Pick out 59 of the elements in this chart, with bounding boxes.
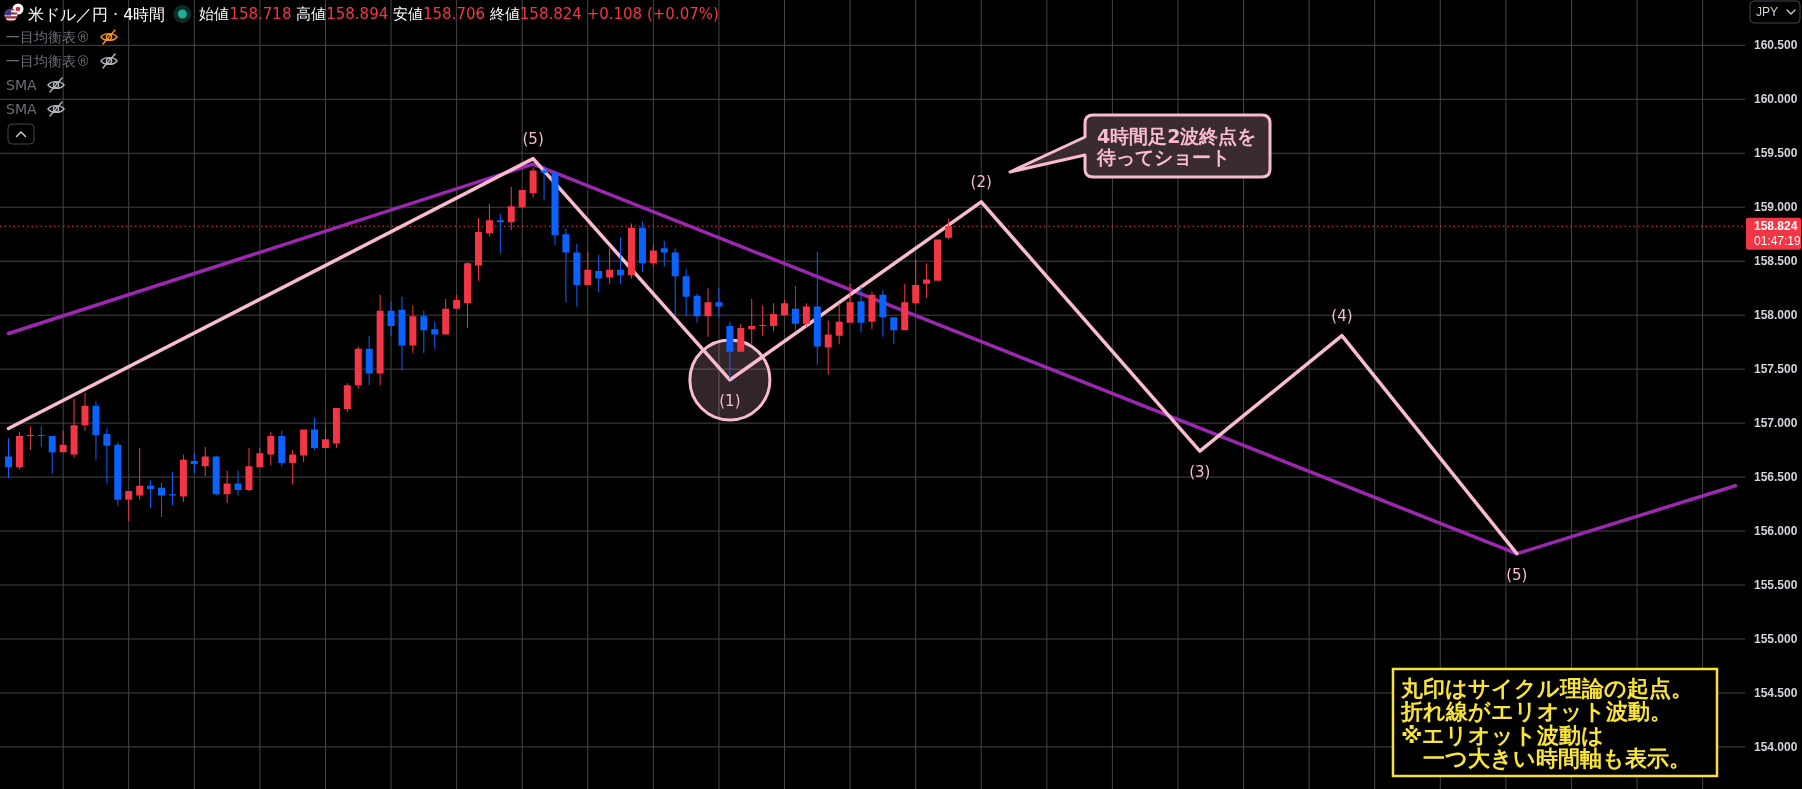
candlestick xyxy=(944,218,952,239)
annotation: 4時間足2波終点を待ってショート xyxy=(1096,125,1257,168)
y-tick-label: 157.500 xyxy=(1754,362,1798,377)
candlestick xyxy=(704,288,712,337)
candlestick xyxy=(190,453,198,473)
annotation: (1) xyxy=(719,391,741,410)
annotation: (2) xyxy=(970,172,992,191)
annotation: (5) xyxy=(1506,565,1528,584)
candlestick xyxy=(147,480,155,509)
annotation: (5) xyxy=(522,129,544,148)
y-tick-label: 158.500 xyxy=(1754,254,1798,269)
candlestick xyxy=(715,288,723,318)
candlestick xyxy=(37,426,45,447)
candlestick xyxy=(289,450,297,485)
candlestick xyxy=(431,321,439,349)
chart-title: 米ドル／円 · 4時間 xyxy=(28,4,166,24)
candlestick xyxy=(125,491,133,522)
candlestick xyxy=(748,298,756,345)
candlestick xyxy=(759,305,767,336)
y-tick-label: 157.000 xyxy=(1754,416,1798,431)
candlestick xyxy=(682,268,690,317)
candlestick xyxy=(923,263,931,298)
y-tick-label: 160.500 xyxy=(1754,38,1798,53)
y-tick-label: 159.500 xyxy=(1754,146,1798,161)
y-tick-label: 156.500 xyxy=(1754,470,1798,485)
y-tick-label: 159.000 xyxy=(1754,200,1798,215)
candlestick xyxy=(824,320,832,375)
candlestick xyxy=(835,303,843,345)
annotation: 一目均衡表® xyxy=(6,29,90,45)
y-axis-title: JPY xyxy=(1756,5,1779,19)
candlestick xyxy=(660,240,668,267)
y-tick-label: 156.000 xyxy=(1754,524,1798,539)
candlestick xyxy=(770,303,778,332)
candlestick xyxy=(617,237,625,284)
annotation: 一目均衡表® xyxy=(6,53,90,69)
annotation: (3) xyxy=(1189,463,1211,482)
candlestick xyxy=(321,427,329,448)
annotation: 丸印はサイクル理論の起点。折れ線がエリオット波動。※エリオット波動は一つ大きい時間軸も表示。 xyxy=(1400,675,1693,771)
candlestick xyxy=(846,283,854,323)
candlestick xyxy=(453,294,461,309)
candlestick xyxy=(496,213,504,254)
y-tick-label: 160.000 xyxy=(1754,92,1798,107)
ref-line-label: 158.824 01:47:19 xyxy=(1754,219,1802,249)
y-tick-label: 155.500 xyxy=(1754,578,1798,592)
candlestick xyxy=(168,471,176,506)
annotation: SMA xyxy=(6,101,37,117)
annotation: (4) xyxy=(1331,306,1353,325)
candlestick xyxy=(420,310,428,353)
y-tick-label: 154.000 xyxy=(1754,739,1798,754)
y-tick-label: 158.000 xyxy=(1754,308,1798,323)
annotation: SMA xyxy=(6,77,37,93)
candlestick xyxy=(103,428,111,484)
candlestick xyxy=(857,287,865,333)
text: 始値158.718 高値158.894 安値158.706 終値158.824 +0.108 (+0.07%) xyxy=(199,5,719,23)
candlestick xyxy=(562,228,570,303)
candlestick xyxy=(26,426,34,451)
candlestick xyxy=(540,165,548,200)
y-tick-label: 154.500 xyxy=(1754,685,1798,700)
y-tick-label: 155.000 xyxy=(1754,631,1798,646)
